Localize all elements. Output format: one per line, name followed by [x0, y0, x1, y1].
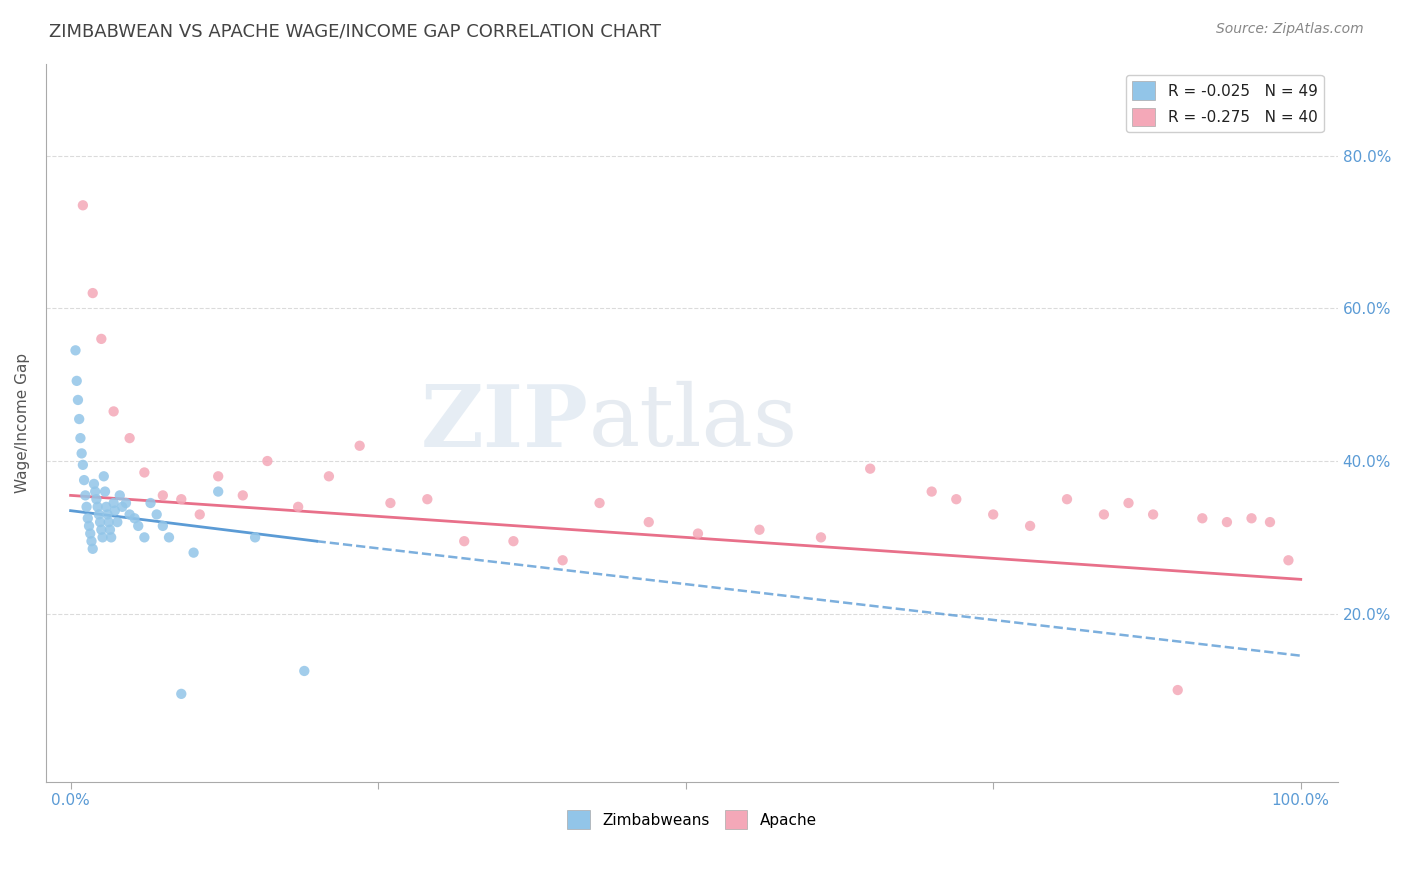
- Point: [349, 439, 371, 453]
- Point: [502, 534, 524, 549]
- Text: atlas: atlas: [589, 381, 797, 465]
- Point: [87, 508, 110, 522]
- Point: [152, 519, 174, 533]
- Point: [80, 534, 103, 549]
- Point: [127, 519, 149, 533]
- Point: [105, 515, 128, 529]
- Point: [453, 534, 475, 549]
- Point: [77, 519, 100, 533]
- Point: [89, 515, 111, 529]
- Point: [73, 473, 96, 487]
- Point: [86, 492, 108, 507]
- Point: [637, 515, 659, 529]
- Point: [100, 530, 122, 544]
- Point: [84, 484, 107, 499]
- Point: [139, 496, 162, 510]
- Point: [686, 526, 709, 541]
- Point: [98, 523, 121, 537]
- Point: [103, 404, 125, 418]
- Point: [157, 530, 180, 544]
- Point: [91, 530, 114, 544]
- Point: [1258, 515, 1281, 529]
- Point: [145, 508, 167, 522]
- Point: [66, 374, 89, 388]
- Point: [96, 508, 118, 522]
- Point: [82, 286, 104, 301]
- Point: [76, 511, 98, 525]
- Point: [69, 431, 91, 445]
- Point: [810, 530, 832, 544]
- Point: [115, 496, 138, 510]
- Point: [588, 496, 610, 510]
- Point: [1019, 519, 1042, 533]
- Point: [1142, 508, 1164, 522]
- Point: [256, 454, 278, 468]
- Point: [1277, 553, 1299, 567]
- Point: [90, 332, 112, 346]
- Point: [170, 492, 193, 507]
- Legend: Zimbabweans, Apache: Zimbabweans, Apache: [561, 805, 823, 835]
- Point: [108, 488, 131, 502]
- Point: [124, 511, 146, 525]
- Point: [1092, 508, 1115, 522]
- Point: [86, 500, 108, 514]
- Point: [83, 477, 105, 491]
- Point: [1118, 496, 1140, 510]
- Y-axis label: Wage/Income Gap: Wage/Income Gap: [15, 353, 30, 493]
- Point: [318, 469, 340, 483]
- Point: [1216, 515, 1239, 529]
- Point: [207, 484, 229, 499]
- Point: [118, 508, 141, 522]
- Point: [111, 500, 134, 514]
- Point: [1056, 492, 1078, 507]
- Text: ZIMBABWEAN VS APACHE WAGE/INCOME GAP CORRELATION CHART: ZIMBABWEAN VS APACHE WAGE/INCOME GAP COR…: [49, 22, 661, 40]
- Point: [94, 484, 117, 499]
- Point: [118, 431, 141, 445]
- Point: [67, 412, 90, 426]
- Point: [183, 546, 205, 560]
- Point: [72, 198, 94, 212]
- Point: [93, 469, 115, 483]
- Point: [207, 469, 229, 483]
- Point: [243, 530, 266, 544]
- Point: [76, 500, 98, 514]
- Point: [748, 523, 770, 537]
- Point: [75, 488, 97, 502]
- Point: [72, 458, 94, 472]
- Point: [104, 503, 127, 517]
- Point: [134, 530, 156, 544]
- Point: [1240, 511, 1263, 525]
- Point: [1167, 683, 1189, 698]
- Point: [170, 687, 193, 701]
- Point: [859, 461, 882, 475]
- Point: [90, 523, 112, 537]
- Point: [945, 492, 967, 507]
- Point: [380, 496, 402, 510]
- Point: [134, 466, 156, 480]
- Point: [97, 515, 120, 529]
- Point: [1191, 511, 1213, 525]
- Point: [82, 541, 104, 556]
- Point: [188, 508, 211, 522]
- Point: [232, 488, 254, 502]
- Text: Source: ZipAtlas.com: Source: ZipAtlas.com: [1216, 22, 1364, 37]
- Point: [551, 553, 574, 567]
- Point: [152, 488, 174, 502]
- Point: [292, 664, 315, 678]
- Point: [79, 526, 101, 541]
- Point: [416, 492, 439, 507]
- Point: [921, 484, 943, 499]
- Point: [66, 392, 89, 407]
- Point: [103, 496, 125, 510]
- Point: [65, 343, 87, 358]
- Point: [287, 500, 309, 514]
- Point: [96, 500, 118, 514]
- Point: [70, 446, 93, 460]
- Text: ZIP: ZIP: [420, 381, 589, 465]
- Point: [981, 508, 1004, 522]
